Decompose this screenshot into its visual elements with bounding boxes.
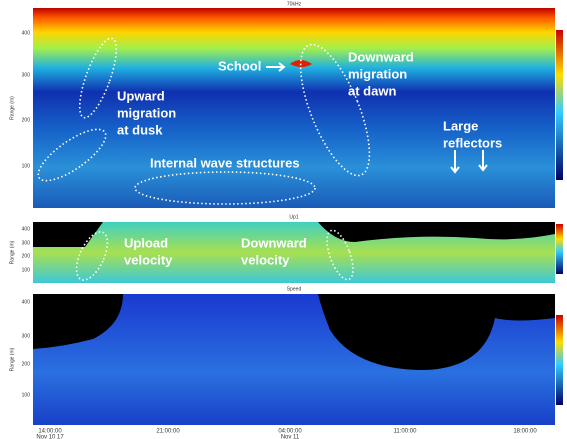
x-tick-label: 18:00:00 — [513, 429, 537, 435]
x-tick-date: Nov 11 — [281, 435, 300, 439]
annotation: Upward — [117, 88, 165, 103]
annotation: migration — [348, 66, 407, 81]
y-tick-label: 100 — [22, 163, 31, 169]
y-axis-label: Range (m) — [9, 347, 15, 371]
echogram — [33, 8, 555, 208]
y-tick-label: 300 — [22, 72, 31, 78]
y-tick-label: 400 — [22, 30, 31, 36]
colorbar — [556, 30, 563, 180]
arrow — [450, 150, 488, 174]
y-tick-label: 100 — [22, 267, 31, 273]
y-tick-label: 400 — [22, 299, 31, 305]
y-tick-label: 100 — [22, 392, 31, 398]
y-tick-label: 400 — [22, 226, 31, 232]
no-data — [318, 294, 555, 370]
y-tick-label: 200 — [22, 361, 31, 367]
annotation: Downward — [241, 235, 307, 250]
x-tick-label: 11:00:00 — [394, 429, 418, 435]
annotation: Downward — [348, 49, 414, 64]
annotation: at dawn — [348, 83, 396, 98]
annotation: Internal wave structures — [150, 155, 300, 170]
x-tick-date: Nov 10 17 — [36, 435, 64, 439]
annotation: migration — [117, 105, 176, 120]
ellipse — [299, 43, 371, 177]
annotation: velocity — [241, 252, 290, 267]
annotation: Large — [443, 118, 478, 133]
ellipse — [134, 171, 316, 205]
x-tick-label: 04:00:00 — [278, 429, 302, 435]
y-tick-label: 200 — [22, 117, 31, 123]
ellipse — [326, 229, 354, 281]
y-tick-label: 300 — [22, 240, 31, 246]
y-tick-label: 300 — [22, 333, 31, 339]
annotation: at dusk — [117, 122, 163, 137]
x-tick-label: 21:00:00 — [156, 429, 180, 435]
y-axis-label: Range (m) — [9, 96, 15, 120]
labels: 70kHz Range (m) 400 300 200 100 School Downward… — [9, 1, 537, 439]
ellipse — [78, 37, 118, 119]
colorbar — [556, 315, 563, 405]
ellipse — [75, 231, 109, 281]
panel-title: Up1 — [289, 214, 298, 220]
annotation: School — [218, 58, 261, 73]
x-tick-label: 14:00:00 — [38, 429, 62, 435]
annotation: Upload — [124, 235, 168, 250]
arrow — [266, 62, 286, 72]
ellipse — [37, 128, 107, 182]
y-tick-label: 200 — [22, 253, 31, 259]
no-data — [33, 222, 103, 247]
annotation: velocity — [124, 252, 173, 267]
no-data — [318, 222, 555, 242]
y-axis-label: Range (m) — [9, 240, 15, 264]
panel-title: 70kHz — [287, 1, 302, 7]
colorbar — [556, 224, 563, 274]
panel-title: Speed — [287, 286, 302, 292]
no-data — [33, 294, 123, 349]
annotation: reflectors — [443, 135, 502, 150]
